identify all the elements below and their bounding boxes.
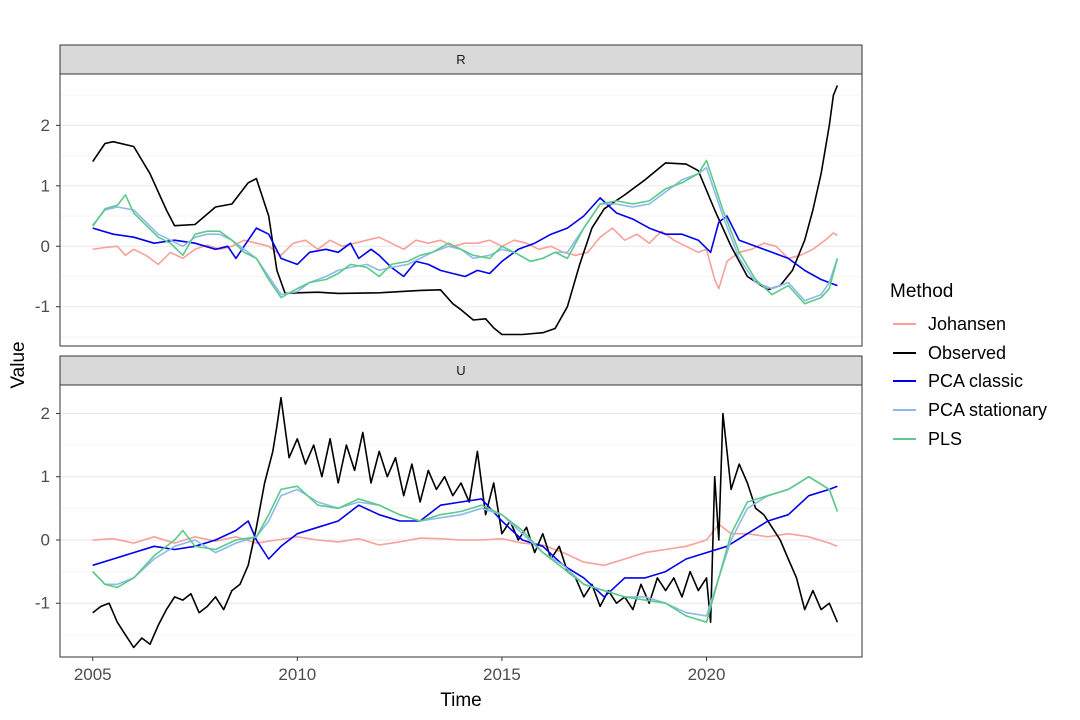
panel-border-r [59,73,863,347]
x-axis-title: Time [440,690,482,711]
legend-label-pca-stationary: PCA stationary [928,400,1047,420]
legend-label-pls: PLS [928,429,962,449]
y-tick-label-r-3: 2 [41,116,50,135]
facet-strip-r [59,44,863,75]
series-line-u-johansen [92,523,838,567]
plot-area-u [60,385,862,657]
y-axis-r: -1 0 1 2 [35,116,60,316]
facet-panel-u: U -1 0 1 2 [35,355,863,658]
series-line-r-pca-classic [92,197,838,287]
facet-strip-label-r: R [456,52,465,67]
x-tick-label-0: 2005 [74,665,112,684]
facet-panel-r: R -1 0 1 2 [35,44,863,347]
y-tick-label-u-0: -1 [35,594,50,613]
series-line-u-pls [92,475,839,624]
panel-border-u [59,384,863,658]
legend-label-johansen: Johansen [928,314,1006,334]
y-tick-label-u-2: 1 [41,467,50,486]
series-lines-r [92,85,839,336]
y-tick-label-r-0: -1 [35,297,50,316]
series-line-r-pls [92,159,839,305]
series-line-u-pca-classic [92,485,838,598]
legend: Method Johansen Observed PCA classic PCA… [890,281,1047,449]
legend-label-pca-classic: PCA classic [928,371,1023,391]
legend-title: Method [890,281,953,302]
plot-area-r [60,74,862,346]
x-tick-label-1: 2010 [278,665,316,684]
y-axis-u: -1 0 1 2 [35,404,60,613]
series-lines-u [92,396,839,649]
series-line-u-observed [92,396,839,649]
x-tick-label-2: 2015 [483,665,521,684]
y-tick-label-u-1: 0 [41,530,50,549]
series-line-r-pca-stationary [92,166,839,302]
x-axis: 2005 2010 2015 2020 [74,657,726,684]
y-tick-label-r-1: 0 [41,237,50,256]
x-tick-label-3: 2020 [688,665,726,684]
series-line-r-johansen [92,227,838,290]
y-axis-title: Value [8,341,29,388]
facet-strip-label-u: U [456,363,465,378]
grid-r [60,94,862,338]
legend-label-observed: Observed [928,343,1006,363]
y-tick-label-u-3: 2 [41,404,50,423]
y-tick-label-r-2: 1 [41,176,50,195]
